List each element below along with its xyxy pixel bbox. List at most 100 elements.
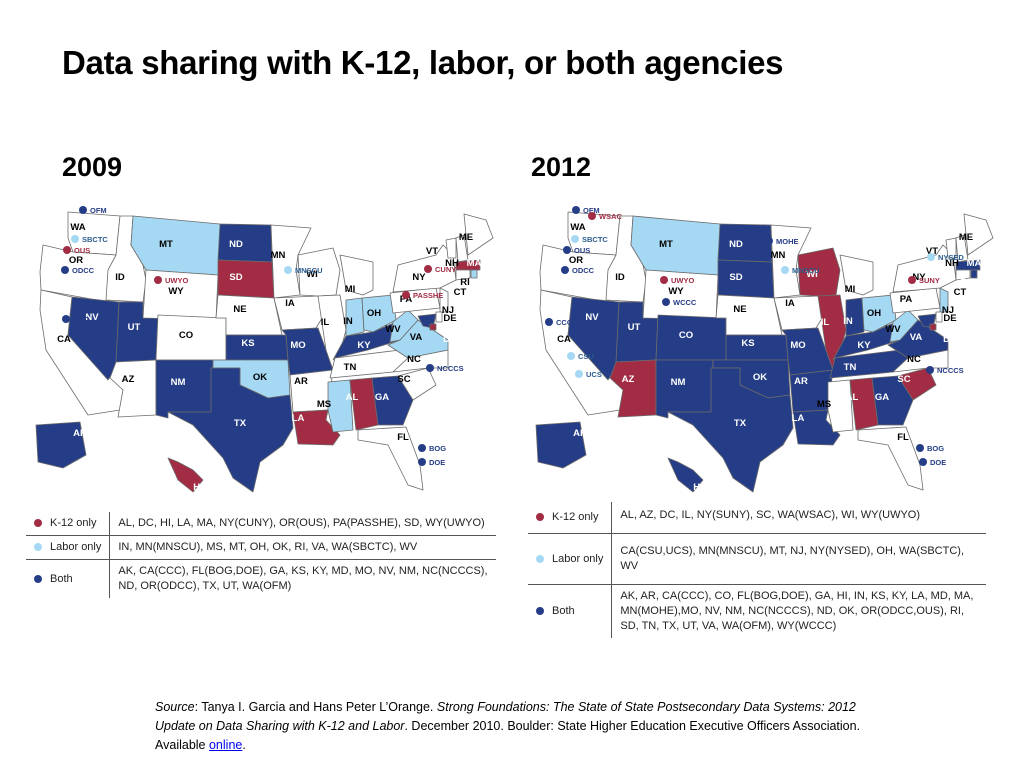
state-label-nh: NH [945, 258, 959, 269]
state-label-pa: PA [400, 294, 413, 305]
state-label-nj: NJ [442, 305, 454, 316]
state-label-mt: MT [159, 239, 173, 250]
state-ks [725, 334, 789, 361]
state-ms [827, 379, 854, 433]
state-label-tx: TX [734, 418, 747, 429]
both-dot-icon [536, 607, 544, 616]
state-me [963, 213, 994, 256]
state-label-ca: CA [57, 334, 71, 345]
system-marker-doe: DOE [418, 458, 445, 467]
legend-both-label: Both [50, 572, 73, 585]
state-nc [392, 349, 449, 373]
state-in [845, 297, 865, 337]
state-ne [215, 294, 283, 336]
state-label-wi: WI [306, 269, 318, 280]
system-label: OFM [90, 206, 107, 215]
system-marker-wccc: WCCC [662, 298, 697, 307]
state-label-ga: GA [875, 392, 889, 403]
state-label-sd: SD [729, 272, 742, 283]
state-label-ia: IA [785, 298, 795, 309]
state-label-il: IL [821, 317, 830, 328]
state-label-wv: WV [385, 324, 401, 335]
state-label-nv: NV [585, 312, 599, 323]
system-label: BOG [927, 444, 944, 453]
state-label-il: IL [321, 317, 330, 328]
legend-2012-k12-states: AL, AZ, DC, IL, NY(SUNY), SC, WA(WSAC), … [611, 502, 986, 534]
system-label: WSAC [599, 212, 622, 221]
state-ms [327, 379, 354, 433]
state-nd [717, 223, 773, 263]
state-label-in: IN [343, 316, 353, 327]
system-label: BOG [429, 444, 446, 453]
system-marker-ncccs: NCCCS [926, 366, 964, 375]
state-mt [130, 215, 221, 276]
system-marker-doe: DOE [919, 458, 946, 467]
both-dot-icon [34, 574, 42, 583]
system-marker-ofm: OFM [79, 206, 107, 215]
legend-key-k12: K-12 only [528, 502, 613, 534]
legend-key-labor: Labor only [26, 535, 111, 560]
state-label-ga: GA [375, 392, 389, 403]
system-label: CUNY [435, 265, 456, 274]
state-label-me: ME [459, 232, 473, 243]
state-label-mo: MO [290, 340, 305, 351]
state-label-nd: ND [229, 239, 243, 250]
state-label-ne: NE [733, 304, 746, 315]
state-ga [871, 375, 914, 426]
state-oh [861, 294, 897, 333]
state-label-sc: SC [397, 374, 410, 385]
state-dc [929, 323, 937, 331]
system-marker-nysed: NYSED [927, 253, 964, 262]
state-nm [655, 359, 714, 419]
system-marker-odcc: ODCC [561, 266, 595, 275]
state-ct [455, 269, 471, 281]
state-label-wv: WV [885, 324, 901, 335]
state-label-mo: MO [790, 340, 805, 351]
state-tx [667, 367, 794, 493]
system-label: NCCCS [937, 366, 964, 375]
source-online-link[interactable]: online [208, 738, 243, 752]
system-marker-uwyo: UWYO [660, 276, 694, 285]
state-ia [273, 295, 325, 331]
state-label-mi: MI [845, 284, 856, 295]
state-label-ma: MA [967, 258, 982, 269]
state-de [435, 311, 443, 323]
state-nh [455, 234, 469, 263]
state-ri [970, 269, 978, 279]
k12-dot-icon [34, 519, 42, 528]
state-nm [155, 359, 214, 419]
state-label-ms: MS [817, 399, 831, 410]
legend-2012: K-12 only AL, AZ, DC, IL, NY(SUNY), SC, … [528, 502, 986, 638]
system-label: CSU [578, 352, 594, 361]
state-label-ks: KS [741, 338, 754, 349]
system-marker-bog: BOG [418, 444, 446, 453]
state-label-or: OR [569, 255, 583, 266]
state-label-az: AZ [122, 374, 135, 385]
state-label-az: AZ [622, 374, 635, 385]
state-me [463, 213, 494, 256]
system-marker-passhe: PASSHE [402, 291, 443, 300]
state-label-in: IN [843, 316, 853, 327]
system-marker-csu: CSU [567, 352, 594, 361]
system-marker-ucs: UCS [575, 370, 602, 379]
system-label: OUS [574, 246, 590, 255]
state-label-ny: NY [412, 272, 426, 283]
state-nh [955, 234, 969, 263]
state-fl [357, 426, 424, 491]
state-hi [667, 457, 704, 493]
state-label-co: CO [679, 330, 693, 341]
state-nc [892, 349, 949, 373]
state-ia [773, 295, 825, 331]
state-label-me: ME [959, 232, 973, 243]
system-marker-wsac: WSAC [588, 212, 622, 221]
legend-2009: K-12 only AL, DC, HI, LA, MA, NY(CUNY), … [26, 512, 496, 598]
legend-both-label: Both [552, 605, 575, 617]
state-label-ri: RI [960, 277, 970, 288]
state-label-tn: TN [344, 362, 357, 373]
state-label-ms: MS [317, 399, 331, 410]
state-nj [439, 287, 449, 313]
state-label-nc: NC [407, 354, 421, 365]
state-ma [955, 259, 981, 271]
state-ma [455, 259, 481, 271]
state-label-wa: WA [70, 222, 85, 233]
